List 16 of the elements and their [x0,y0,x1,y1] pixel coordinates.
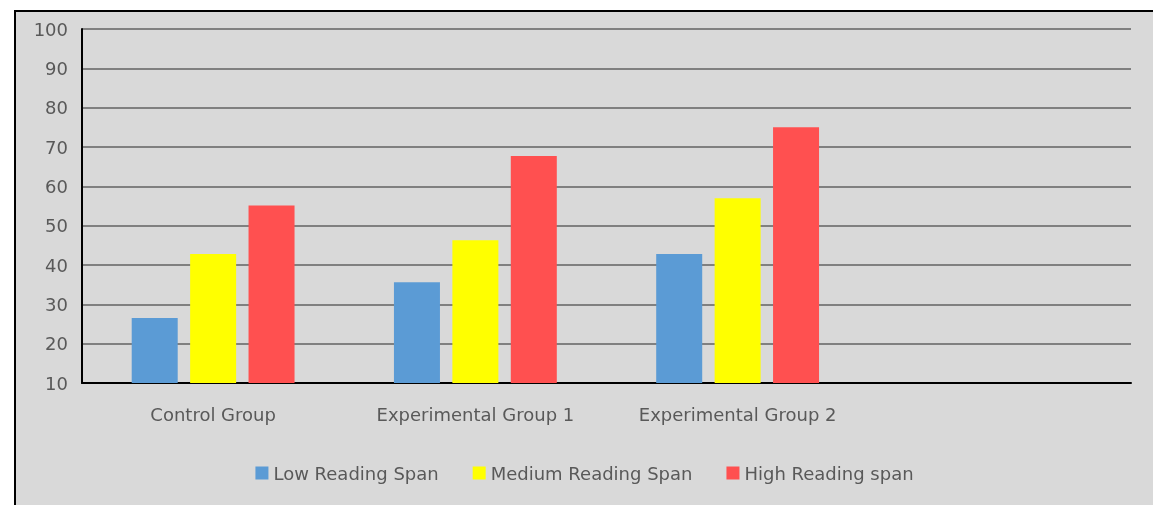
legend-label: Low Reading Span [273,462,439,484]
y-tick-label: 80 [45,97,68,119]
y-tick-label: 30 [45,293,68,315]
y-tick-label: 40 [45,254,68,276]
y-tick-label: 100 [33,18,68,40]
x-tick-label: Control Group [150,403,276,425]
y-tick-label: 20 [45,333,68,355]
y-tick-label: 90 [45,57,68,79]
y-tick-label: 60 [45,175,68,197]
y-tick-label: 70 [45,136,68,158]
y-tick-label: 50 [45,215,68,237]
legend-label: High Reading span [744,462,914,484]
y-tick-label: 10 [45,372,68,394]
legend-label: Medium Reading Span [490,462,693,484]
x-tick-label: Experimental Group 2 [638,403,837,425]
x-tick-label: Experimental Group 1 [376,403,575,425]
